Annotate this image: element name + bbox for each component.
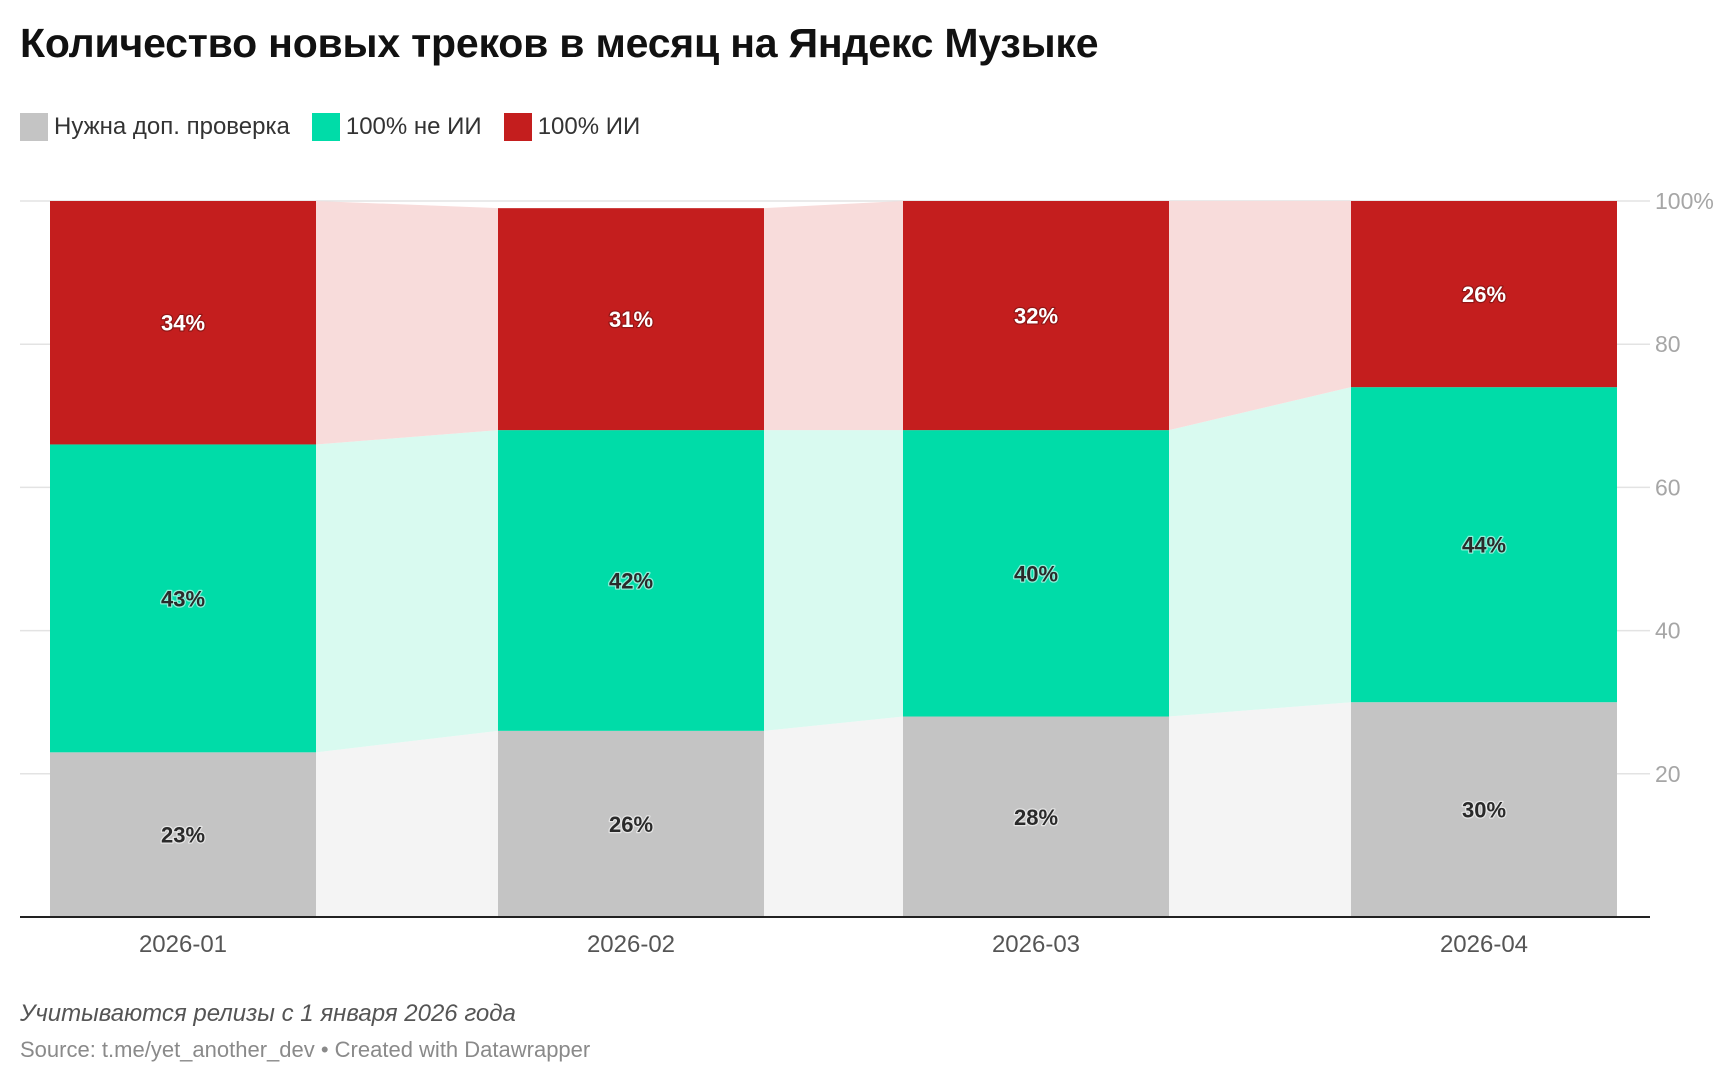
y-tick-label: 60 xyxy=(1655,474,1681,500)
y-tick-label: 100% xyxy=(1655,188,1714,214)
x-tick-label: 2026-02 xyxy=(587,931,675,958)
value-label: 30% xyxy=(1462,798,1506,823)
bar-segment xyxy=(50,752,316,917)
legend-item-ai: 100% ИИ xyxy=(503,113,641,141)
x-tick-label: 2026-03 xyxy=(992,931,1080,958)
chart-title: Количество новых треков в месяц на Яндек… xyxy=(20,20,1099,66)
chart-source: Source: t.me/yet_another_dev • Created w… xyxy=(20,1037,591,1062)
y-tick-label: 20 xyxy=(1655,761,1681,787)
bars xyxy=(50,201,1617,917)
x-tick-label: 2026-01 xyxy=(139,931,227,958)
value-label: 26% xyxy=(609,812,653,837)
connector-area xyxy=(1169,201,1351,431)
value-label: 34% xyxy=(161,311,205,336)
connector-area xyxy=(1169,387,1351,717)
value-label: 42% xyxy=(609,568,653,593)
x-tick-label: 2026-04 xyxy=(1440,931,1528,958)
connector-area xyxy=(764,716,903,917)
value-label: 23% xyxy=(161,823,205,848)
connector-area xyxy=(764,430,903,731)
value-label: 43% xyxy=(161,586,205,611)
connector-area xyxy=(764,201,903,431)
legend-swatch-check xyxy=(20,113,48,141)
legend-item-check: Нужна доп. проверка xyxy=(20,113,290,141)
bar-segment xyxy=(50,444,316,753)
bar-segment xyxy=(903,201,1169,431)
connector-areas xyxy=(316,201,1351,917)
value-label: 31% xyxy=(609,307,653,332)
chart-note: Учитываются релизы с 1 января 2026 года xyxy=(20,1000,516,1027)
bar-segment xyxy=(50,201,316,445)
legend-swatch-ai xyxy=(503,113,532,141)
legend-label-check: Нужна доп. проверка xyxy=(54,113,290,140)
axes: 20 40 60 80 100% 2026-01 2026-02 2026-03 2026-04 xyxy=(20,188,1714,958)
value-labels: 23% 43% 34% 26% 42% 31% 28% 40% 32% 30% 44% 26% xyxy=(160,281,1508,849)
connector-area xyxy=(316,201,498,445)
value-label: 40% xyxy=(1014,561,1058,586)
connector-area xyxy=(1169,702,1351,917)
value-label: 26% xyxy=(1462,282,1506,307)
bar-segment xyxy=(903,430,1169,717)
legend-label-ai: 100% ИИ xyxy=(537,113,641,140)
y-tick-label: 80 xyxy=(1655,331,1681,357)
legend-label-not-ai: 100% не ИИ xyxy=(345,113,482,140)
bar-segment xyxy=(498,208,764,431)
bar-segment xyxy=(498,730,764,917)
bar-segment xyxy=(1351,702,1617,917)
legend-swatch-not-ai xyxy=(311,113,340,141)
bar-segment xyxy=(1351,387,1617,703)
bar-segment xyxy=(1351,201,1617,388)
bar-segment xyxy=(498,430,764,731)
legend-item-not-ai: 100% не ИИ xyxy=(311,113,482,141)
value-label: 44% xyxy=(1462,533,1506,558)
value-label: 28% xyxy=(1014,805,1058,830)
connector-area xyxy=(316,730,498,917)
y-tick-label: 40 xyxy=(1655,618,1681,644)
connector-area xyxy=(316,430,498,753)
legend: Нужна доп. проверка 100% не ИИ 100% ИИ xyxy=(20,113,662,141)
value-label: 32% xyxy=(1014,304,1058,329)
bar-segment xyxy=(903,716,1169,917)
